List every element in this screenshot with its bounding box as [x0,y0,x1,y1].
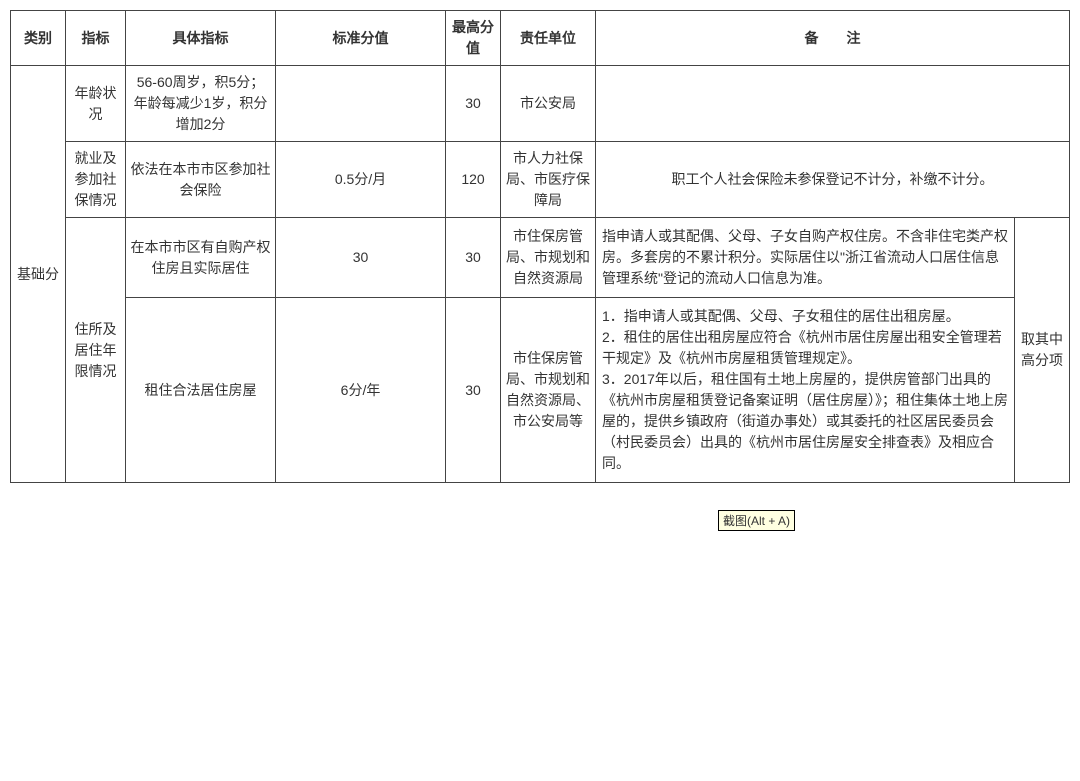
indicator-cell: 住所及居住年限情况 [66,218,126,483]
remark-cell: 职工个人社会保险未参保登记不计分，补缴不计分。 [596,142,1070,218]
header-max: 最高分值 [446,11,501,66]
remark-cell [596,66,1070,142]
header-standard: 标准分值 [276,11,446,66]
detail-cell: 依法在本市市区参加社会保险 [126,142,276,218]
max-cell: 30 [446,218,501,298]
max-cell: 120 [446,142,501,218]
max-cell: 30 [446,298,501,483]
remark-cell: 1．指申请人或其配偶、父母、子女租住的居住出租房屋。2．租住的居住出租房屋应符合… [596,298,1015,483]
dept-cell: 市人力社保局、市医疗保障局 [501,142,596,218]
dept-cell: 市住保房管局、市规划和自然资源局 [501,218,596,298]
indicator-cell: 就业及参加社保情况 [66,142,126,218]
standard-cell: 6分/年 [276,298,446,483]
table-row: 就业及参加社保情况 依法在本市市区参加社会保险 0.5分/月 120 市人力社保… [11,142,1070,218]
table-row: 租住合法居住房屋 6分/年 30 市住保房管局、市规划和自然资源局、市公安局等 … [11,298,1070,483]
max-cell: 30 [446,66,501,142]
standard-cell [276,66,446,142]
dept-cell: 市公安局 [501,66,596,142]
detail-cell: 租住合法居住房屋 [126,298,276,483]
standard-cell: 30 [276,218,446,298]
header-dept: 责任单位 [501,11,596,66]
standard-cell: 0.5分/月 [276,142,446,218]
indicator-cell: 年龄状况 [66,66,126,142]
group-remark-cell: 取其中高分项 [1015,218,1070,483]
header-row: 类别 指标 具体指标 标准分值 最高分值 责任单位 备 注 [11,11,1070,66]
screenshot-tooltip: 截图(Alt + A) [718,510,795,531]
category-cell: 基础分 [11,66,66,483]
remark-cell: 指申请人或其配偶、父母、子女自购产权住房。不含非住宅类产权房。多套房的不累计积分… [596,218,1015,298]
table-row: 住所及居住年限情况 在本市市区有自购产权住房且实际居住 30 30 市住保房管局… [11,218,1070,298]
header-indicator: 指标 [66,11,126,66]
scoring-table: 类别 指标 具体指标 标准分值 最高分值 责任单位 备 注 基础分 年龄状况 5… [10,10,1070,483]
header-category: 类别 [11,11,66,66]
detail-cell: 在本市市区有自购产权住房且实际居住 [126,218,276,298]
header-remark: 备 注 [596,11,1070,66]
detail-cell: 56-60周岁，积5分；年龄每减少1岁，积分增加2分 [126,66,276,142]
table-row: 基础分 年龄状况 56-60周岁，积5分；年龄每减少1岁，积分增加2分 30 市… [11,66,1070,142]
dept-cell: 市住保房管局、市规划和自然资源局、市公安局等 [501,298,596,483]
header-detail: 具体指标 [126,11,276,66]
